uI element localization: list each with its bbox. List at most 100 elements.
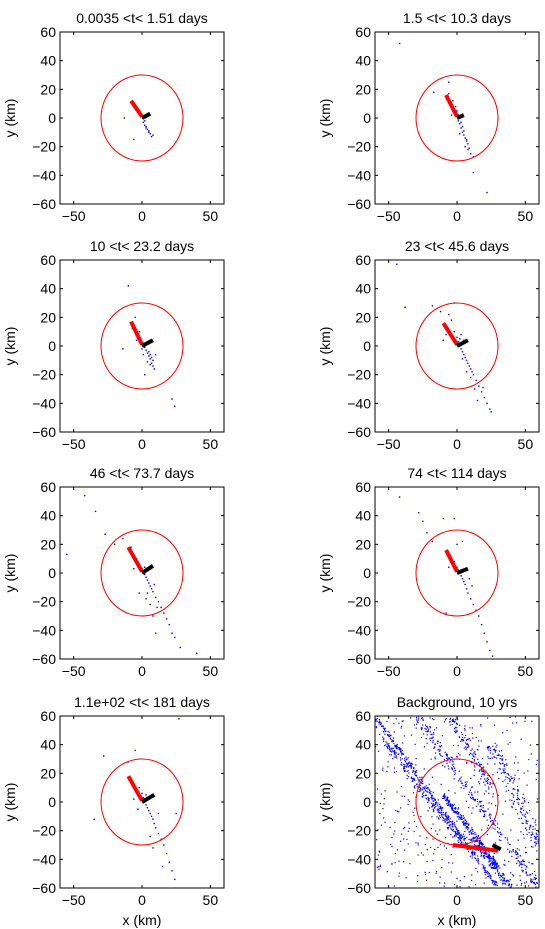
event-point xyxy=(403,763,405,765)
event-point xyxy=(477,761,480,763)
event-point xyxy=(521,866,523,869)
event-point xyxy=(448,800,451,802)
event-point xyxy=(453,560,455,563)
event-point xyxy=(495,746,497,748)
event-point xyxy=(408,772,410,774)
event-point xyxy=(465,823,468,825)
event-point xyxy=(481,775,483,778)
event-point xyxy=(104,533,106,535)
event-point xyxy=(457,833,459,836)
event-point xyxy=(424,789,426,791)
event-point xyxy=(421,789,423,791)
event-point xyxy=(451,809,453,811)
event-point xyxy=(483,771,485,773)
event-point xyxy=(496,823,499,825)
event-point xyxy=(472,830,474,832)
event-point xyxy=(407,830,409,832)
event-point xyxy=(472,796,474,799)
event-point xyxy=(504,764,506,766)
event-point xyxy=(145,349,147,351)
event-point xyxy=(530,846,533,848)
event-point xyxy=(440,783,442,785)
event-point xyxy=(480,778,482,780)
event-point xyxy=(466,762,468,765)
event-point xyxy=(449,757,451,759)
event-point xyxy=(391,863,393,865)
event-point xyxy=(493,724,496,726)
event-point xyxy=(489,752,492,754)
y-axis-label: y (km) xyxy=(2,99,18,138)
y-tick-label: −60 xyxy=(32,424,56,440)
event-point xyxy=(154,353,157,356)
event-point xyxy=(453,330,455,333)
event-point xyxy=(469,368,472,370)
event-point xyxy=(458,841,460,844)
event-point xyxy=(130,546,132,548)
event-point xyxy=(535,779,537,781)
event-point xyxy=(434,849,436,851)
event-point xyxy=(423,746,426,748)
event-point xyxy=(152,818,154,820)
y-tick-label: 20 xyxy=(40,765,56,781)
event-point xyxy=(465,359,468,362)
event-point xyxy=(498,832,500,834)
event-point xyxy=(521,808,523,810)
event-point xyxy=(517,769,519,771)
event-point xyxy=(456,729,458,732)
event-point xyxy=(473,852,475,854)
subplot-8: Background, 10 yrs−50 0 50−60−40−200204060… xyxy=(317,694,540,928)
event-point xyxy=(466,761,468,763)
event-point xyxy=(453,778,455,780)
event-point xyxy=(483,774,486,776)
event-point xyxy=(508,860,510,863)
event-point xyxy=(517,798,520,800)
event-point xyxy=(433,853,435,855)
event-point xyxy=(525,871,528,874)
event-point xyxy=(531,863,533,865)
event-point xyxy=(435,752,437,754)
data-layer xyxy=(66,494,198,654)
event-point xyxy=(430,758,432,760)
event-point xyxy=(504,881,506,883)
event-point xyxy=(471,853,474,856)
event-point xyxy=(425,730,427,733)
event-point xyxy=(476,840,478,842)
event-point xyxy=(459,818,462,820)
event-point xyxy=(488,788,490,790)
event-point xyxy=(456,543,458,546)
event-point xyxy=(425,787,427,789)
event-point xyxy=(479,839,481,841)
event-point xyxy=(446,754,448,756)
event-point xyxy=(443,759,446,761)
event-point xyxy=(401,720,403,722)
event-point xyxy=(520,884,522,886)
event-point xyxy=(498,753,500,755)
event-point xyxy=(516,848,518,850)
event-point xyxy=(528,828,530,830)
event-point xyxy=(391,751,393,753)
event-point xyxy=(473,844,476,846)
event-point xyxy=(470,792,473,794)
x-tick-label: 0 xyxy=(453,892,461,908)
event-point xyxy=(494,881,496,884)
event-point xyxy=(466,743,468,745)
event-point xyxy=(451,804,453,806)
y-tick-label: −20 xyxy=(347,139,371,155)
event-point xyxy=(446,757,448,759)
event-point xyxy=(484,851,486,853)
x-tick-label: −50 xyxy=(377,663,401,679)
event-point xyxy=(154,632,157,634)
event-point xyxy=(489,877,491,879)
event-point xyxy=(529,873,532,876)
event-point xyxy=(414,779,416,781)
radius-circle xyxy=(415,74,499,162)
event-point xyxy=(452,761,454,763)
y-tick-label: 20 xyxy=(355,765,371,781)
event-point xyxy=(480,843,483,846)
event-point xyxy=(463,728,466,730)
event-point xyxy=(522,809,525,812)
event-point xyxy=(395,747,397,750)
event-point xyxy=(512,722,514,724)
event-point xyxy=(133,798,135,800)
y-tick-label: 40 xyxy=(40,53,56,69)
